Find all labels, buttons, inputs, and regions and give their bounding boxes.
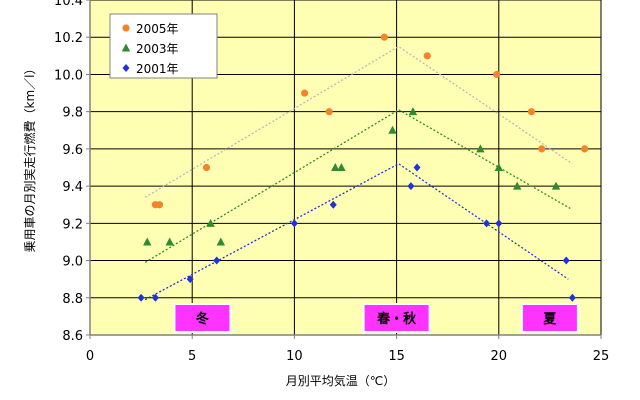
legend-label: 2005年 <box>136 22 179 36</box>
data-point <box>213 256 221 265</box>
data-point <box>538 145 546 153</box>
trend-line <box>144 163 569 301</box>
y-tick-label: 9.0 <box>62 255 83 270</box>
data-point <box>380 33 388 41</box>
y-tick-label: 10.4 <box>54 0 83 9</box>
data-point <box>581 145 589 153</box>
data-point <box>423 52 431 60</box>
data-point <box>527 108 536 116</box>
data-point <box>562 256 570 265</box>
x-tick-label: 10 <box>286 349 303 364</box>
season-box <box>173 303 232 333</box>
season-labels: 冬 春・秋 夏 <box>173 303 579 333</box>
y-tick-label: 9.2 <box>62 217 83 232</box>
data-point <box>290 219 298 228</box>
data-point <box>165 237 174 246</box>
data-point <box>494 163 503 171</box>
x-tick-label: 5 <box>188 349 196 364</box>
season-label: 冬 <box>196 311 209 327</box>
data-point <box>551 181 561 190</box>
data-points <box>137 33 589 302</box>
axes: 8.6 8.8 9.0 9.2 9.4 9.6 9.8 10.0 10.2 10.4 0 5 10 15 2… <box>54 0 609 364</box>
data-point <box>216 237 226 246</box>
data-point <box>155 201 164 209</box>
data-point <box>301 89 309 97</box>
data-point <box>388 125 397 134</box>
legend-marker <box>122 64 130 72</box>
y-tick-label: 9.4 <box>62 180 83 195</box>
season-label: 夏 <box>542 312 557 327</box>
legend: 2005年 2003年 2001年 <box>109 13 218 79</box>
y-tick-label: 10.0 <box>54 68 83 83</box>
data-point <box>206 218 215 227</box>
data-point <box>151 293 159 302</box>
season-box <box>520 303 579 333</box>
data-point <box>512 181 522 190</box>
data-point <box>325 108 333 116</box>
y-tick-label: 8.6 <box>62 329 83 344</box>
x-tick-label: 15 <box>388 349 405 364</box>
data-point <box>137 293 145 302</box>
y-tick-label: 8.8 <box>62 292 83 307</box>
y-tick-label: 9.8 <box>62 106 83 121</box>
season-label: 春・秋 <box>376 311 417 327</box>
x-tick-label: 0 <box>86 349 94 364</box>
legend-label: 2003年 <box>136 42 179 56</box>
data-point <box>331 163 340 171</box>
data-point <box>568 293 576 302</box>
x-axis-label: 月別平均気温（℃） <box>286 373 395 388</box>
season-box <box>362 303 431 333</box>
data-point <box>408 107 418 116</box>
legend-marker <box>122 24 130 32</box>
data-point <box>329 200 337 209</box>
y-tick-label: 9.6 <box>62 143 83 158</box>
data-point <box>202 163 211 172</box>
data-point <box>337 163 346 171</box>
data-point <box>407 182 415 191</box>
legend-label: 2001年 <box>136 62 179 76</box>
data-point <box>483 219 491 228</box>
trend-lines <box>144 45 573 301</box>
legend-marker <box>121 43 131 52</box>
data-point <box>413 163 421 172</box>
data-point <box>495 219 503 228</box>
data-point <box>143 237 152 246</box>
data-point <box>493 70 501 79</box>
data-point <box>186 275 194 284</box>
y-tick-label: 10.2 <box>54 31 83 46</box>
y-axis-label: 乗用車の月別実走行燃費（km／l） <box>22 63 37 253</box>
data-point <box>476 144 485 153</box>
x-tick-label: 20 <box>491 349 508 364</box>
x-tick-label: 25 <box>593 349 610 364</box>
